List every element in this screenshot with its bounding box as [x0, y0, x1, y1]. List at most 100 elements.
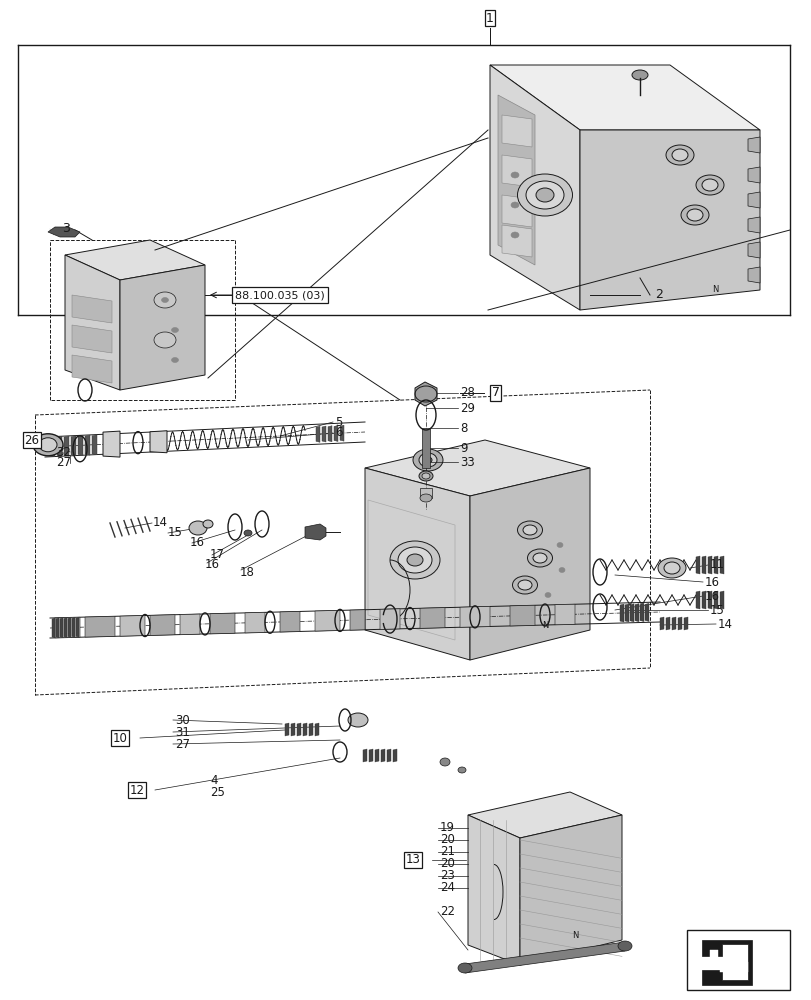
Text: 26: 26 — [24, 434, 40, 446]
Polygon shape — [677, 617, 681, 630]
Polygon shape — [210, 613, 234, 634]
Polygon shape — [519, 815, 621, 965]
Ellipse shape — [702, 179, 717, 191]
Polygon shape — [375, 749, 379, 762]
Polygon shape — [702, 591, 705, 609]
Polygon shape — [57, 436, 62, 456]
Text: 16: 16 — [704, 589, 719, 602]
Polygon shape — [747, 167, 759, 183]
Text: 16: 16 — [190, 536, 204, 550]
Polygon shape — [387, 749, 391, 762]
Polygon shape — [707, 591, 711, 609]
Text: 27: 27 — [56, 456, 71, 470]
Polygon shape — [60, 618, 63, 638]
Polygon shape — [65, 240, 204, 280]
Polygon shape — [489, 65, 579, 310]
Text: 32: 32 — [56, 446, 71, 458]
Ellipse shape — [517, 174, 572, 216]
Ellipse shape — [680, 205, 708, 225]
Polygon shape — [64, 436, 69, 456]
Polygon shape — [509, 605, 534, 626]
Polygon shape — [55, 617, 80, 638]
Polygon shape — [707, 556, 711, 574]
Polygon shape — [297, 723, 301, 736]
Polygon shape — [368, 749, 372, 762]
Polygon shape — [350, 610, 365, 630]
Text: N: N — [541, 620, 547, 630]
Ellipse shape — [532, 553, 547, 563]
Polygon shape — [501, 155, 531, 187]
Ellipse shape — [663, 562, 679, 574]
Ellipse shape — [419, 494, 431, 502]
Text: 12: 12 — [129, 784, 144, 796]
Polygon shape — [719, 962, 747, 972]
Ellipse shape — [686, 209, 702, 221]
Ellipse shape — [189, 521, 207, 535]
Polygon shape — [695, 591, 699, 609]
Polygon shape — [747, 242, 759, 258]
Polygon shape — [554, 604, 574, 625]
Polygon shape — [72, 325, 112, 353]
Text: 6: 6 — [335, 426, 342, 440]
Ellipse shape — [695, 175, 723, 195]
Polygon shape — [48, 227, 80, 237]
Ellipse shape — [154, 292, 176, 308]
Polygon shape — [180, 614, 200, 635]
Text: 2: 2 — [654, 288, 662, 302]
Text: 10: 10 — [113, 731, 127, 744]
Text: 25: 25 — [210, 786, 225, 798]
Text: 21: 21 — [440, 845, 454, 858]
Text: 14: 14 — [152, 516, 168, 530]
Text: 15: 15 — [168, 526, 182, 540]
Polygon shape — [702, 556, 705, 574]
Polygon shape — [624, 604, 629, 622]
Ellipse shape — [510, 202, 518, 208]
Polygon shape — [365, 468, 470, 660]
Polygon shape — [64, 618, 67, 638]
Polygon shape — [65, 255, 120, 390]
Text: 28: 28 — [460, 386, 474, 399]
Ellipse shape — [556, 542, 562, 548]
Ellipse shape — [665, 145, 693, 165]
Text: 33: 33 — [460, 456, 474, 468]
Text: 17: 17 — [210, 548, 225, 562]
Polygon shape — [120, 616, 145, 636]
Ellipse shape — [535, 188, 553, 202]
Ellipse shape — [171, 358, 178, 362]
Polygon shape — [501, 115, 531, 147]
Ellipse shape — [544, 592, 551, 597]
Ellipse shape — [457, 767, 466, 773]
Polygon shape — [393, 749, 397, 762]
Polygon shape — [328, 426, 332, 442]
Bar — [686, 930, 789, 990]
Polygon shape — [620, 604, 623, 622]
Ellipse shape — [171, 328, 178, 332]
Polygon shape — [245, 612, 264, 633]
Polygon shape — [280, 611, 299, 632]
Ellipse shape — [517, 580, 531, 590]
Polygon shape — [470, 468, 590, 660]
Ellipse shape — [527, 549, 551, 567]
Text: 7: 7 — [491, 386, 500, 399]
Polygon shape — [709, 950, 717, 962]
Polygon shape — [501, 225, 531, 257]
Polygon shape — [665, 617, 669, 630]
Polygon shape — [340, 425, 344, 441]
Text: 27: 27 — [175, 737, 190, 750]
Ellipse shape — [397, 547, 431, 573]
Text: 20: 20 — [440, 857, 454, 870]
Polygon shape — [497, 95, 534, 265]
Ellipse shape — [510, 232, 518, 238]
Ellipse shape — [161, 298, 169, 302]
Polygon shape — [322, 426, 325, 442]
Text: 13: 13 — [405, 853, 420, 866]
Polygon shape — [120, 265, 204, 390]
Text: 16: 16 — [204, 558, 220, 572]
Text: N: N — [571, 931, 577, 940]
Text: 29: 29 — [460, 401, 474, 414]
Polygon shape — [414, 382, 436, 406]
Ellipse shape — [422, 473, 430, 479]
Ellipse shape — [203, 520, 212, 528]
Ellipse shape — [423, 457, 431, 463]
Text: 30: 30 — [175, 713, 190, 726]
